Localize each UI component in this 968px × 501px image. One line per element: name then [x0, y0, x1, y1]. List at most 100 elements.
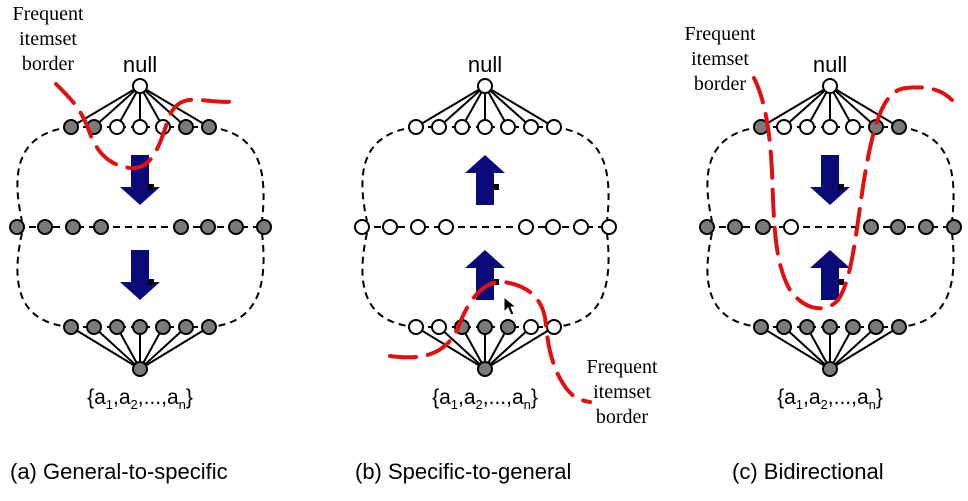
- direction-arrow-up-icon: [465, 250, 505, 300]
- middle-row-node: [518, 219, 534, 235]
- lattice-edge: [139, 85, 187, 128]
- null-label-c: null: [812, 52, 848, 77]
- top-row-node: [431, 119, 447, 135]
- bottom-row-node: [891, 319, 907, 335]
- middle-row-node: [354, 219, 370, 235]
- bottom-row-node: [868, 319, 884, 335]
- top-row-node: [201, 119, 217, 135]
- lattice-edge: [760, 85, 831, 128]
- frequent-itemset-border-c: [752, 76, 954, 311]
- middle-row-node: [601, 219, 617, 235]
- lattice-edge: [139, 326, 210, 370]
- bottom-row-node: [500, 319, 516, 335]
- top-row-node: [845, 119, 861, 135]
- arrow-mark: [493, 184, 499, 190]
- top-row-node: [408, 119, 424, 135]
- arrow-mark: [148, 184, 154, 190]
- bottom-row-node: [109, 319, 125, 335]
- lattice-edge: [783, 85, 831, 128]
- lattice-edge: [829, 326, 900, 370]
- middle-row-node: [890, 219, 906, 235]
- lattice-edge: [70, 326, 141, 370]
- bottom-row-node: [431, 319, 447, 335]
- top-row-node: [500, 119, 516, 135]
- top-row-node: [799, 119, 815, 135]
- middle-row-node: [863, 219, 879, 235]
- border-note-a: Frequent itemset border: [12, 3, 84, 75]
- direction-arrow-up-icon: [810, 250, 850, 300]
- middle-row-node: [918, 219, 934, 235]
- arrow-mark: [838, 279, 844, 285]
- middle-row-node: [946, 219, 962, 235]
- leaf-node-full-itemset: [477, 361, 493, 377]
- top-row-node: [891, 119, 907, 135]
- caption-specific-to-general: (b) Specific-to-general: [355, 459, 572, 484]
- null-label-a: null: [122, 52, 158, 77]
- direction-arrow-down-icon: [120, 250, 160, 300]
- arrow-mark: [838, 184, 844, 190]
- lattice-panel-a: [9, 78, 272, 377]
- bottom-row-node: [776, 319, 792, 335]
- top-row-node: [477, 119, 493, 135]
- lattice-edge: [484, 85, 555, 128]
- middle-row-node: [755, 219, 771, 235]
- bottom-row-node: [86, 319, 102, 335]
- top-row-node: [132, 119, 148, 135]
- border-note-b: Frequent itemset border: [586, 356, 658, 428]
- middle-row-node: [783, 219, 799, 235]
- bottom-row-node: [822, 319, 838, 335]
- middle-row-node: [228, 219, 244, 235]
- lattice-panel-c: [699, 78, 962, 377]
- lattice-edge: [415, 326, 486, 370]
- lattice-panel-b: [354, 78, 617, 377]
- lattice-edge: [484, 326, 555, 370]
- lattice-edge: [93, 85, 141, 128]
- itemset-label-a: {a1,a2,...,an}: [87, 386, 193, 413]
- top-row-node: [178, 119, 194, 135]
- top-row-node: [546, 119, 562, 135]
- middle-row-node: [65, 219, 81, 235]
- middle-row-node: [727, 219, 743, 235]
- middle-row-node: [200, 219, 216, 235]
- root-node-null: [132, 78, 148, 94]
- caption-bidirectional: (c) Bidirectional: [732, 459, 884, 484]
- lattice-edge: [783, 326, 831, 370]
- root-node-null: [822, 78, 838, 94]
- top-row-node: [109, 119, 125, 135]
- lattice-edge: [829, 85, 900, 128]
- leaf-node-full-itemset: [822, 361, 838, 377]
- lattice-edge: [438, 326, 486, 370]
- root-node-null: [477, 78, 493, 94]
- mouse-cursor-icon: [503, 295, 518, 316]
- direction-arrow-down-icon: [120, 155, 160, 205]
- bottom-row-node: [845, 319, 861, 335]
- leaf-node-full-itemset: [132, 361, 148, 377]
- direction-arrow-up-icon: [465, 155, 505, 205]
- frequent-itemset-border-a: [54, 82, 240, 171]
- top-row-node: [523, 119, 539, 135]
- itemset-label-b: {a1,a2,...,an}: [432, 386, 538, 413]
- lattice-edge: [829, 85, 877, 128]
- middle-row-node: [256, 219, 272, 235]
- middle-row-node: [9, 219, 25, 235]
- bottom-row-node: [178, 319, 194, 335]
- bottom-row-node: [201, 319, 217, 335]
- bottom-row-node: [799, 319, 815, 335]
- arrow-mark: [148, 279, 154, 285]
- bottom-row-node: [408, 319, 424, 335]
- lattice-edge: [139, 326, 187, 370]
- lattice-edge: [484, 85, 532, 128]
- lattice-edge: [484, 326, 532, 370]
- caption-general-to-specific: (a) General-to-specific: [10, 459, 228, 484]
- middle-row-node: [699, 219, 715, 235]
- bottom-row-node: [477, 319, 493, 335]
- bottom-row-node: [63, 319, 79, 335]
- lattice-edge: [415, 85, 486, 128]
- middle-row-node: [37, 219, 53, 235]
- middle-row-node: [173, 219, 189, 235]
- lattice-edge: [829, 326, 877, 370]
- lattice-edge: [93, 326, 141, 370]
- direction-arrow-down-icon: [810, 155, 850, 205]
- bottom-row-node: [132, 319, 148, 335]
